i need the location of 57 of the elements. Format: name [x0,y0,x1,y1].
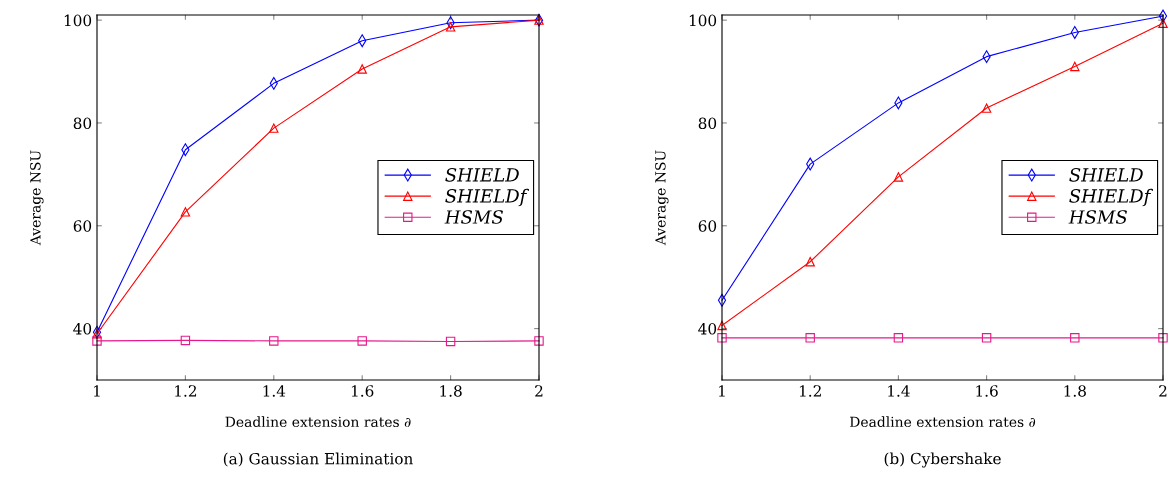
point [269,123,279,133]
point [357,64,367,74]
legend-label: SHIELD [1069,168,1143,182]
legend-label: SHIELD [445,168,519,182]
point [717,333,727,343]
point [180,335,191,346]
x-tick-label: 1.8 [1064,385,1086,397]
x-tick-label: 1 [719,385,725,397]
point [1158,18,1168,28]
point [981,103,992,113]
point [1158,9,1168,23]
legend-label: SHIELDf [1069,188,1154,207]
point [1070,333,1080,343]
text: (a) Gaussian Elimination [223,452,413,467]
x-tick-label: 1.6 [976,385,998,397]
point [805,257,815,267]
y-tick-label: 100 [64,14,92,27]
legend-label: HSMS [444,210,503,224]
point [1158,333,1168,343]
point [893,172,904,182]
point [1070,61,1080,72]
y-tick-label: 80 [698,117,717,129]
y-tick-label: 60 [698,220,717,232]
y-tick-label: 40 [73,323,92,335]
legend-label: HSMS [1068,210,1127,224]
text: (b) Cybershake [884,452,1001,468]
point [717,320,727,331]
point [445,22,456,32]
point [357,336,367,346]
point [180,207,191,217]
y-tick-label: 40 [698,323,717,335]
x-tick-label: 1.4 [263,385,286,397]
point [92,336,102,346]
y-tick-label: 60 [73,220,92,232]
y-axis-title: Average NSU [30,150,44,246]
point [92,329,102,339]
point [981,333,992,343]
x-tick-label: 1.8 [440,385,462,397]
x-tick-label: 1.4 [888,385,910,397]
x-tick-label: 1.2 [799,385,821,397]
point [534,336,544,346]
y-axis-title: Average NSU [655,150,669,246]
x-tick-label: 1 [94,385,100,397]
x-tick-label: 1.6 [351,385,374,397]
x-axis-title: Deadline extension rates ∂ [225,416,411,428]
y-tick-label: 100 [689,14,717,27]
y-tick-label: 80 [73,117,92,129]
point [445,336,456,347]
point [893,333,904,343]
x-axis-title: Deadline extension rates ∂ [850,416,1036,428]
legend-label: SHIELDf [445,188,530,207]
x-tick-label: 2 [535,385,543,397]
point [269,336,279,346]
point [805,333,815,343]
x-tick-label: 2 [1159,385,1167,397]
point [717,293,727,307]
x-tick-label: 1.2 [175,385,197,397]
